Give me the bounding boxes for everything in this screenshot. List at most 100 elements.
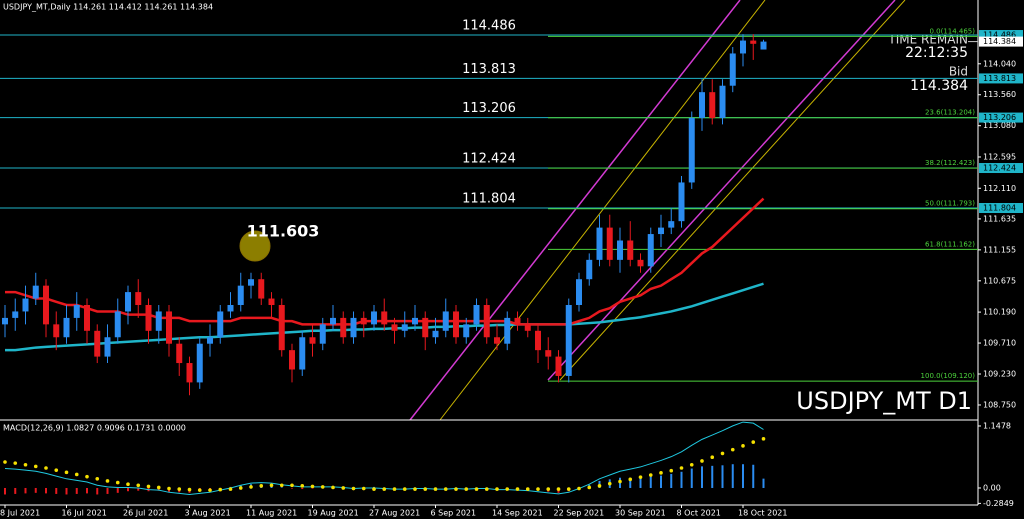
candle-body bbox=[647, 234, 654, 267]
x-tick-label: 19 Aug 2021 bbox=[308, 509, 359, 518]
signal-dot bbox=[495, 487, 499, 491]
signal-dot bbox=[659, 471, 663, 475]
signal-dot bbox=[618, 479, 622, 484]
histogram-bar bbox=[690, 468, 693, 488]
x-tick-label: 16 Jul 2021 bbox=[62, 509, 107, 518]
histogram-bar bbox=[4, 487, 6, 495]
signal-dot bbox=[177, 487, 182, 491]
candle-body bbox=[637, 259, 644, 267]
channel-line bbox=[439, 0, 766, 421]
candle-body bbox=[299, 337, 306, 370]
candle-body bbox=[545, 350, 552, 357]
histogram-bar bbox=[34, 487, 37, 493]
candle-body bbox=[227, 305, 234, 312]
candle-body bbox=[514, 317, 521, 325]
signal-dot bbox=[33, 464, 38, 469]
candle-body bbox=[658, 227, 664, 235]
signal-dot bbox=[259, 484, 264, 488]
signal-dot bbox=[607, 481, 612, 486]
x-tick-label: 18 Oct 2021 bbox=[738, 509, 787, 518]
candle-body bbox=[217, 311, 224, 338]
signal-dot bbox=[228, 487, 233, 491]
candle-body bbox=[319, 324, 326, 344]
channel-line bbox=[559, 0, 906, 381]
y-tick-label: 113.560 bbox=[983, 90, 1016, 99]
signal-dot bbox=[85, 474, 89, 479]
x-tick-label: 8 Jul 2021 bbox=[0, 509, 40, 518]
signal-dot bbox=[372, 487, 376, 491]
candle-body bbox=[84, 305, 90, 331]
candle-body bbox=[268, 298, 275, 306]
x-tick-label: 8 Oct 2021 bbox=[677, 509, 721, 518]
x-tick-label: 22 Sep 2021 bbox=[554, 509, 605, 518]
x-tick-label: 11 Aug 2021 bbox=[246, 509, 297, 518]
candle-body bbox=[719, 85, 726, 118]
price-level-label: 111.804 bbox=[462, 192, 516, 207]
price-level-tag bbox=[979, 203, 1023, 214]
histogram-bar bbox=[137, 487, 140, 491]
signal-dot bbox=[269, 483, 274, 488]
signal-dot bbox=[44, 466, 48, 470]
candle-body bbox=[565, 305, 572, 376]
histogram-bar bbox=[721, 465, 724, 488]
candle-body bbox=[555, 356, 562, 376]
annotation-marker bbox=[239, 230, 271, 262]
histogram-bar bbox=[96, 487, 99, 495]
signal-dot bbox=[628, 477, 633, 482]
candle-body bbox=[760, 41, 767, 50]
signal-dot bbox=[536, 487, 540, 491]
signal-dot bbox=[587, 485, 592, 490]
candle-body bbox=[750, 40, 757, 44]
signal-dot bbox=[443, 487, 448, 491]
signal-dot bbox=[300, 484, 305, 488]
candle-body bbox=[586, 259, 593, 280]
candle-body bbox=[104, 337, 111, 357]
histogram-bar bbox=[752, 464, 755, 488]
y-tick-label: 113.080 bbox=[983, 121, 1016, 130]
candle-body bbox=[412, 317, 418, 325]
histogram-bar bbox=[742, 464, 744, 488]
signal-dot bbox=[208, 488, 212, 492]
price-level-tag-label: 112.424 bbox=[983, 164, 1016, 173]
signal-dot bbox=[515, 487, 520, 491]
signal-dot bbox=[402, 487, 407, 491]
y-tick-label: 111.155 bbox=[983, 245, 1016, 254]
candle-body bbox=[432, 330, 439, 338]
x-tick-label: 3 Aug 2021 bbox=[185, 509, 231, 518]
signal-dot bbox=[597, 484, 602, 488]
candle-body bbox=[340, 317, 347, 338]
candle-body bbox=[442, 311, 449, 331]
candle-body bbox=[309, 337, 316, 344]
x-tick-label: 6 Sep 2021 bbox=[431, 509, 477, 518]
y-tick-label: 114.040 bbox=[983, 59, 1016, 68]
histogram-bar bbox=[116, 487, 119, 493]
histogram-bar bbox=[311, 487, 314, 489]
candle-body bbox=[606, 227, 613, 260]
candle-body bbox=[678, 182, 685, 222]
candle-body bbox=[166, 311, 172, 344]
histogram-bar bbox=[629, 477, 632, 488]
y-tick-label: 110.675 bbox=[983, 276, 1016, 285]
candle-body bbox=[155, 311, 162, 331]
signal-dot bbox=[64, 470, 69, 475]
signal-dot bbox=[689, 462, 694, 467]
candle-body bbox=[360, 317, 367, 325]
signal-dot bbox=[74, 472, 79, 477]
signal-dot bbox=[577, 486, 581, 491]
signal-dot bbox=[3, 460, 7, 464]
signal-dot bbox=[115, 480, 120, 485]
signal-dot bbox=[720, 451, 725, 456]
candle-body bbox=[196, 343, 203, 383]
x-tick-label: 30 Sep 2021 bbox=[615, 509, 666, 518]
y-tick-label: 111.635 bbox=[983, 214, 1016, 223]
bid-value: 114.384 bbox=[910, 78, 968, 94]
signal-dot bbox=[525, 487, 530, 491]
candle-body bbox=[94, 330, 101, 357]
candle-body bbox=[668, 221, 675, 228]
candle-body bbox=[176, 343, 183, 364]
histogram-bar bbox=[291, 487, 293, 489]
candle-body bbox=[729, 53, 736, 86]
signal-dot bbox=[238, 486, 243, 490]
